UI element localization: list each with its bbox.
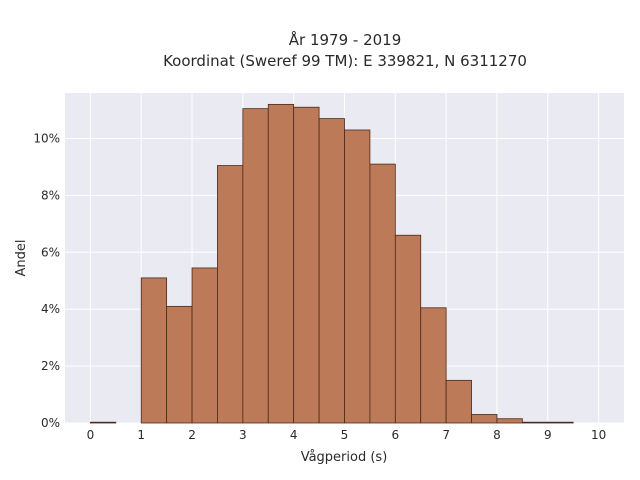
histogram-bar: [420, 307, 447, 424]
x-tick-label: 7: [442, 428, 450, 442]
histogram-bar: [191, 267, 218, 424]
chart-title-line1: År 1979 - 2019: [289, 30, 402, 49]
x-tick-label: 10: [591, 428, 606, 442]
histogram-bar: [394, 234, 422, 424]
y-tick-label: 0%: [41, 416, 60, 430]
x-tick-label: 8: [493, 428, 501, 442]
x-axis-ticks: 0 1 2 3 4 5 6 7 8 9 10: [87, 428, 607, 442]
y-axis-ticks: 0% 2% 4% 6% 8% 10%: [33, 132, 60, 430]
y-tick-label: 8%: [41, 188, 60, 202]
y-tick-label: 6%: [41, 245, 60, 259]
histogram-bar: [318, 118, 345, 424]
histogram-bar: [242, 108, 269, 424]
x-axis-title: Vågperiod (s): [301, 450, 388, 465]
y-tick-label: 10%: [33, 132, 60, 146]
histogram-bar: [344, 129, 371, 424]
histogram-bar: [496, 418, 523, 424]
histogram-bar: [166, 305, 193, 424]
chart-title-line2: Koordinat (Sweref 99 TM): E 339821, N 63…: [163, 52, 527, 70]
histogram-bar: [267, 103, 295, 424]
histogram-bar: [90, 421, 117, 424]
bars-group: [90, 103, 574, 424]
histogram-bar: [521, 421, 549, 424]
histogram-bar: [471, 414, 498, 424]
x-tick-label: 2: [188, 428, 196, 442]
histogram-bar: [293, 106, 320, 424]
x-tick-label: 0: [87, 428, 95, 442]
histogram-bar: [547, 421, 574, 424]
histogram-bar: [217, 165, 244, 424]
x-tick-label: 4: [290, 428, 298, 442]
x-tick-label: 5: [341, 428, 349, 442]
x-tick-label: 6: [391, 428, 399, 442]
y-axis-title: Andel: [14, 240, 29, 277]
y-tick-label: 4%: [41, 302, 60, 316]
histogram-bar: [140, 277, 168, 424]
x-tick-label: 3: [239, 428, 247, 442]
y-tick-label: 2%: [41, 359, 60, 373]
x-tick-label: 1: [137, 428, 145, 442]
histogram-bar: [369, 163, 396, 424]
histogram-bar: [445, 379, 472, 424]
x-tick-label: 9: [544, 428, 552, 442]
